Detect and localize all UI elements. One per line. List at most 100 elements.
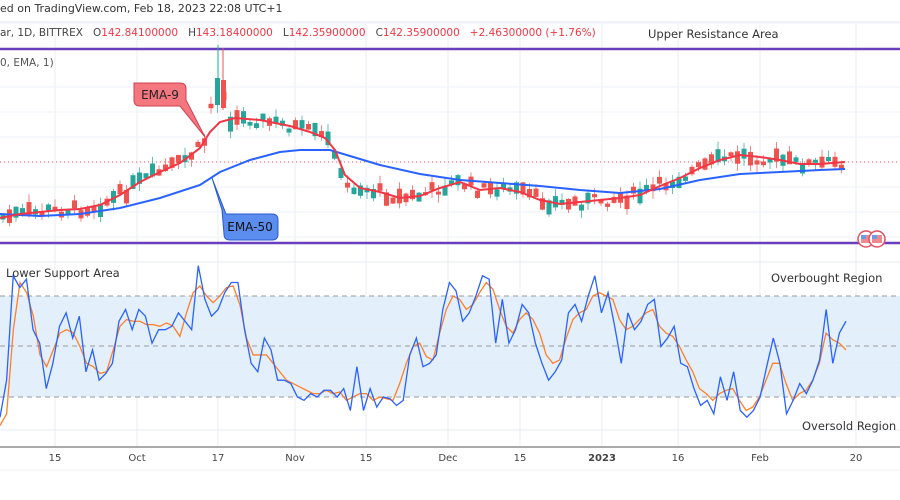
candle-body [124,189,129,204]
candle-body [215,78,220,100]
candle-body [26,202,32,217]
candle-body [332,150,337,159]
candle-body [130,175,136,189]
candle-body [390,197,396,204]
ema50-callout-text: EMA-50 [227,220,272,234]
candle-body [117,184,123,195]
candle-body [72,200,77,209]
candle-body [676,176,682,189]
candle-body [793,157,799,162]
close-label: C [375,27,383,39]
candle-body [312,122,318,137]
candle-body [696,162,701,168]
candle-body [247,121,253,126]
ema9-line [0,116,846,219]
candle-body [527,189,532,198]
candle-body [143,173,149,179]
time-axis-tick: 16 [671,453,685,464]
candle-body [475,190,480,198]
candle-body [228,116,233,132]
candle-body [111,191,116,203]
candle-body [605,203,610,207]
candle-body [319,131,324,137]
lower-support-label: Lower Support Area [6,266,120,280]
candle-body [358,185,363,196]
candle-body [39,211,45,217]
candle-body [260,113,266,121]
candle-body [644,184,649,192]
candle-body [611,196,617,203]
candle-body [592,194,597,198]
candle-body [254,123,259,129]
candle-body [631,186,636,194]
candle-body [806,159,812,164]
candle-body [85,207,90,216]
candle-body [624,195,630,210]
candle-body [533,188,539,197]
candle-body [787,151,792,165]
time-axis-tick: Dec [438,453,458,464]
time-axis-tick: 2023 [588,453,616,464]
candle-body [241,111,246,124]
candle-body [65,210,71,216]
candle-body [800,164,805,174]
candle-body [572,196,578,206]
candle-body [481,183,487,188]
candle-body [221,80,226,108]
candle-body [169,157,175,168]
candle-body [670,181,675,189]
candle-body [442,185,448,196]
candle-body [514,182,519,194]
time-axis-tick: 20 [849,453,863,464]
candle-body [325,131,331,146]
candle-body [546,200,552,215]
candle-body [377,183,383,191]
candle-body [683,176,688,181]
ema50-line [0,149,846,218]
candle-body [657,176,662,184]
open-value: 142.84100000 [101,27,179,39]
time-axis-tick: Nov [285,453,305,464]
candle-body [306,123,311,130]
time-axis-tick: 15 [48,453,62,464]
ohlc-legend: ar, 1D, BITTREX O142.84100000 H143.18400… [0,27,596,39]
candle-body [559,199,565,205]
candle-body [46,204,51,212]
candle-body [384,192,389,206]
candle-body [345,182,350,188]
high-label: H [188,27,196,39]
candle-body [13,206,19,218]
candle-body [715,149,721,163]
candle-body [397,188,402,204]
candle-body [189,152,194,160]
time-axis-tick: 17 [211,453,225,464]
ema9-callout [133,82,206,138]
candle-body [650,184,656,192]
candle-body [754,160,760,165]
candle-body [741,148,747,159]
candle-body [579,204,584,211]
symbol-info: ar, 1D, BITTREX [0,27,83,39]
candle-body [748,151,753,166]
candle-body [416,192,422,202]
candle-body [293,120,298,130]
candle-body [176,154,181,163]
time-axis-tick: 15 [513,453,527,464]
candle-body [163,164,168,172]
credit-line: ed on TradingView.com, Feb 18, 2023 22:0… [0,2,283,15]
candle-body [280,120,285,126]
low-value: 142.35900000 [288,27,366,39]
ema9-callout-text: EMA-9 [141,88,179,102]
change-value: +2.46300000 (+1.76%) [469,27,596,39]
candle-body [338,167,344,179]
us-flag-icon [872,235,877,239]
candle-body [286,128,292,133]
time-axis-tick: Feb [751,453,769,464]
candle-body [553,196,558,208]
candle-body [767,158,773,163]
high-value: 143.18400000 [196,27,273,39]
candle-body [371,188,376,199]
close-value: 142.35900000 [382,27,460,39]
candle-body [52,206,58,211]
